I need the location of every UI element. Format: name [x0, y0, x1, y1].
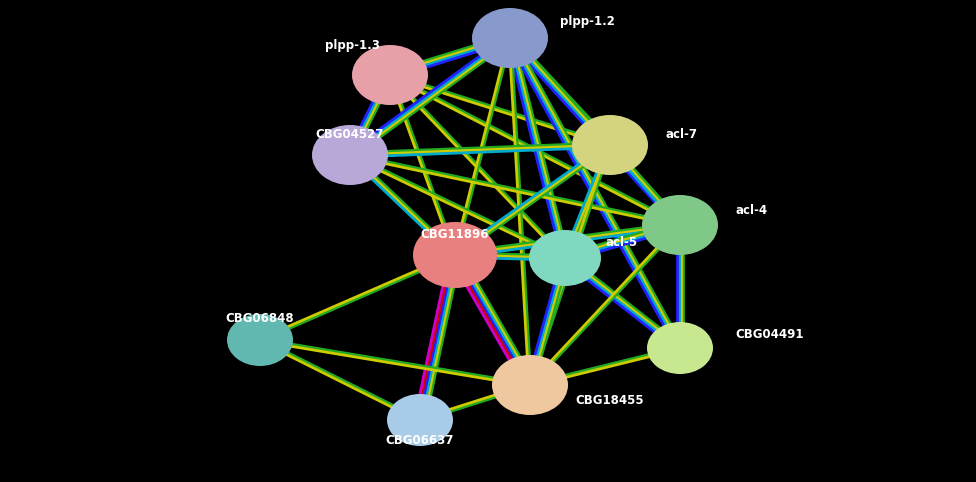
- Ellipse shape: [572, 115, 648, 175]
- Ellipse shape: [529, 230, 601, 286]
- Text: plpp-1.2: plpp-1.2: [560, 15, 615, 28]
- Text: acl-5: acl-5: [605, 236, 637, 249]
- Ellipse shape: [227, 314, 293, 366]
- Ellipse shape: [642, 195, 718, 255]
- Text: CBG04491: CBG04491: [735, 329, 803, 342]
- Ellipse shape: [413, 222, 497, 288]
- Ellipse shape: [387, 394, 453, 446]
- Text: CBG11896: CBG11896: [421, 228, 489, 241]
- Ellipse shape: [492, 355, 568, 415]
- Text: CBG18455: CBG18455: [575, 393, 643, 406]
- Text: acl-7: acl-7: [665, 129, 697, 142]
- Text: CBG04527: CBG04527: [316, 129, 385, 142]
- Text: acl-4: acl-4: [735, 203, 767, 216]
- Text: plpp-1.3: plpp-1.3: [325, 39, 380, 52]
- Ellipse shape: [352, 45, 428, 105]
- Ellipse shape: [472, 8, 548, 68]
- Text: CBG06637: CBG06637: [386, 433, 454, 446]
- Ellipse shape: [312, 125, 388, 185]
- Ellipse shape: [647, 322, 713, 374]
- Text: CBG06848: CBG06848: [225, 311, 295, 324]
